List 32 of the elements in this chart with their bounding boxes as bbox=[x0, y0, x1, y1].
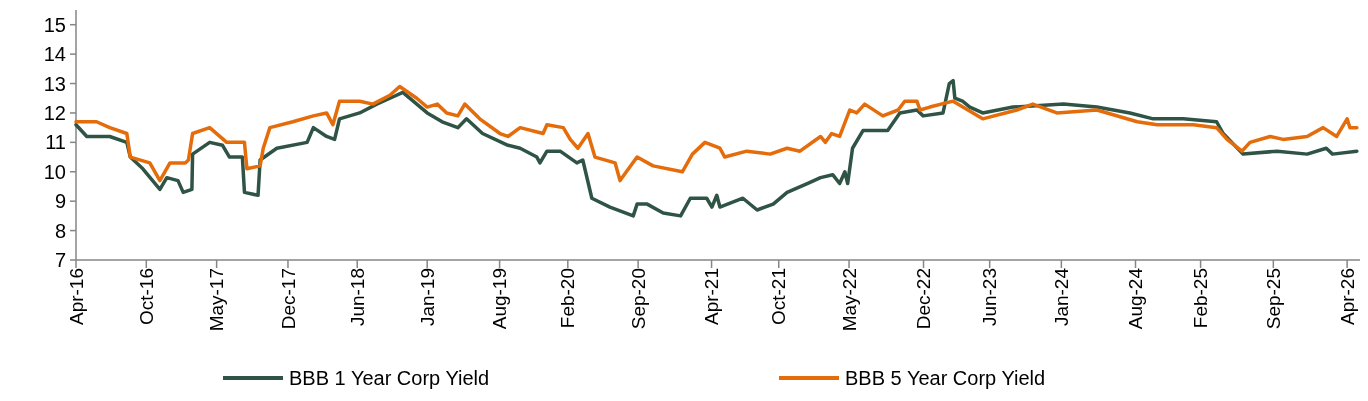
x-tick-label: May-17 bbox=[206, 268, 228, 332]
x-tick-label: Aug-24 bbox=[1125, 267, 1147, 330]
y-tick-label: 11 bbox=[45, 131, 66, 154]
x-tick-label: Feb-25 bbox=[1190, 268, 1212, 329]
x-tick-label: Apr-26 bbox=[1336, 268, 1358, 326]
legend-label: BBB 1 Year Corp Yield bbox=[289, 367, 490, 389]
x-tick-label: Dec-17 bbox=[277, 268, 299, 330]
y-tick-label: 15 bbox=[43, 13, 66, 36]
x-tick-label: Jan-24 bbox=[1051, 267, 1073, 327]
x-tick-label: Jun-18 bbox=[346, 268, 368, 327]
x-tick-label: Oct-21 bbox=[768, 268, 790, 326]
y-tick-label: 13 bbox=[43, 72, 66, 95]
x-tick-label: Dec-22 bbox=[913, 268, 935, 330]
x-tick-label: Aug-19 bbox=[489, 268, 511, 330]
y-tick-label: 7 bbox=[54, 249, 66, 271]
y-tick-label: 12 bbox=[43, 101, 66, 124]
y-tick-label: 9 bbox=[54, 190, 66, 213]
legend-label: BBB 5 Year Corp Yield bbox=[845, 367, 1046, 389]
x-tick-label: Feb-20 bbox=[557, 268, 579, 329]
x-tick-label: Jan-19 bbox=[416, 268, 438, 327]
line-series bbox=[74, 84, 1359, 183]
x-tick-label: Sep-20 bbox=[627, 268, 649, 330]
x-tick-label: Jun-23 bbox=[979, 268, 1001, 327]
x-tick-label: Oct-16 bbox=[135, 268, 157, 326]
x-tick-label: Sep-25 bbox=[1262, 268, 1284, 330]
y-tick-label: 10 bbox=[43, 160, 66, 183]
line-series bbox=[74, 78, 1359, 218]
y-tick-label: 14 bbox=[43, 43, 66, 66]
x-tick-label: Apr-16 bbox=[65, 268, 87, 326]
x-tick-label: May-22 bbox=[838, 268, 860, 332]
y-tick-label: 8 bbox=[54, 219, 66, 242]
x-tick-label: Apr-21 bbox=[701, 268, 723, 326]
